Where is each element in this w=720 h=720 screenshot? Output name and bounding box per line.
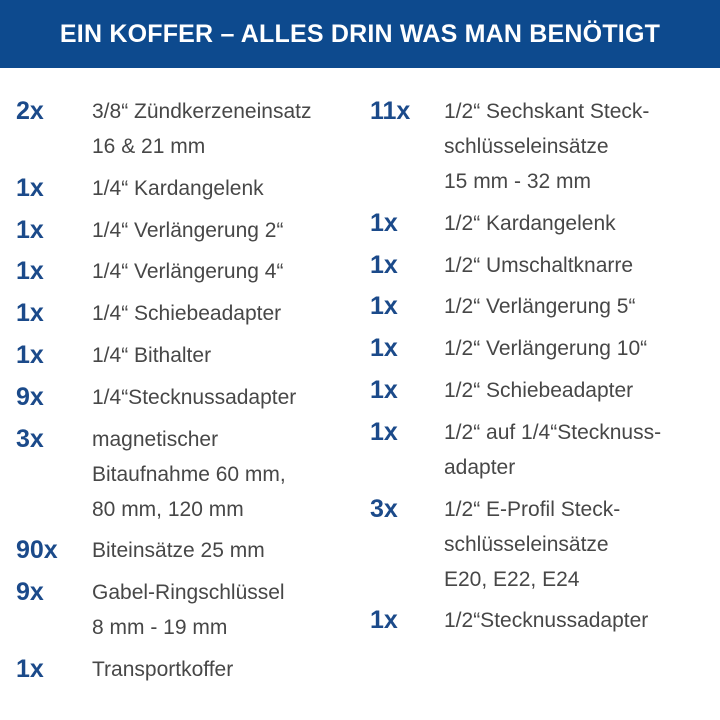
item: 1x Transportkoffer — [16, 652, 356, 687]
description-line: magnetischer — [92, 427, 219, 451]
description-line: adapter — [444, 455, 516, 479]
description: 3/8“ Zündkerzeneinsatz 16 & 21 mm — [92, 94, 311, 164]
quantity: 1x — [370, 375, 398, 404]
description-line: 1/2“ auf 1/4“Stecknuss- — [444, 420, 662, 444]
item: 11x 1/2“ Sechskant Steck-schlüsseleinsätz… — [370, 94, 710, 199]
item: 1x 1/4“ Verlängerung 2“ — [16, 213, 356, 248]
description-line: Transportkoffer — [92, 657, 234, 681]
item: 1x 1/2“ Umschaltknarre — [370, 248, 710, 283]
description: 1/4“Stecknussadapter — [92, 380, 296, 415]
item: 1x 1/2“Stecknussadapter — [370, 603, 710, 638]
item: 9x Gabel-Ringschlüssel 8 mm - 19 mm — [16, 575, 356, 645]
description-line: schlüsseleinsätze — [444, 135, 609, 158]
item: 1x 1/2“ Schiebeadapter — [370, 373, 710, 408]
description: 1/4“ Verlängerung 2“ — [92, 213, 283, 248]
item: 2x 3/8“ Zündkerzeneinsatz 16 & 21 mm — [16, 94, 356, 164]
item: 1x 1/2“ Verlängerung 5“ — [370, 289, 710, 324]
description: magnetischer Bitaufnahme 60 mm, 80 mm, 120… — [92, 422, 286, 527]
quantity: 3x — [16, 424, 44, 453]
item: 1x 1/4“ Verlängerung 4“ — [16, 254, 356, 289]
description: Gabel-Ringschlüssel 8 mm - 19 mm — [92, 575, 285, 645]
description: 1/2“Stecknussadapter — [444, 603, 648, 638]
quantity: 1x — [370, 334, 398, 363]
description-line: E20, E22, E24 — [444, 567, 580, 591]
description-line: 1/2“ Umschaltknarre — [444, 253, 634, 277]
description-line: 1/4“ Verlängerung 2“ — [92, 218, 284, 242]
description-line: 1/4“ Bithalter — [92, 343, 212, 367]
description-line: 1/2“ Kardangelenk — [444, 211, 616, 235]
description-line: 1/4“ Kardangelenk — [92, 176, 264, 200]
description: Transportkoffer — [92, 652, 233, 687]
quantity: 1x — [370, 417, 398, 446]
description-line: 15 mm - 32 mm — [444, 170, 592, 193]
item: 90x Biteinsätze 25 mm — [16, 533, 356, 568]
quantity: 1x — [370, 250, 398, 279]
description: 1/4“ Schiebeadapter — [92, 296, 281, 331]
quantity: 11x — [370, 97, 411, 125]
description-line: Gabel-Ringschlüssel — [92, 581, 285, 605]
column: 11x 1/2“ Sechskant Steck-schlüsseleinsätz… — [370, 94, 710, 645]
description-line: 1/2“ Sechskant Steck- — [444, 100, 650, 123]
quantity: 1x — [370, 606, 398, 635]
description-line: Bitaufnahme 60 mm, — [92, 462, 286, 486]
item: 1x 1/4“ Kardangelenk — [16, 171, 356, 206]
quantity: 90x — [16, 536, 58, 565]
quantity: 9x — [16, 382, 44, 411]
quantity: 1x — [16, 173, 44, 202]
description-line: 1/2“ Verlängerung 5“ — [444, 295, 636, 319]
quantity: 1x — [16, 654, 44, 683]
description: 1/2“ Sechskant Steck-schlüsseleinsätze 15… — [444, 94, 649, 199]
item: 1x 1/2“ Verlängerung 10“ — [370, 331, 710, 366]
quantity: 3x — [370, 494, 398, 523]
item: 1x 1/2“ auf 1/4“Stecknuss-adapter — [370, 415, 710, 485]
description: 1/2“ Umschaltknarre — [444, 248, 633, 283]
description: 1/4“ Kardangelenk — [92, 171, 264, 206]
description-line: 80 mm, 120 mm — [92, 497, 244, 521]
description-line: 1/2“ Schiebeadapter — [444, 378, 634, 402]
description-line: 1/2“Stecknussadapter — [444, 609, 649, 633]
quantity: 1x — [16, 299, 44, 328]
description-line: schlüsseleinsätze — [444, 532, 609, 556]
quantity: 1x — [16, 340, 44, 369]
quantity: 1x — [16, 257, 44, 286]
description-line: 1/2“ E-Profil Steck- — [444, 497, 621, 521]
description: 1/2“ Kardangelenk — [444, 206, 616, 241]
description: 1/2“ Verlängerung 5“ — [444, 289, 635, 324]
description: 1/2“ Schiebeadapter — [444, 373, 633, 408]
item: 1x 1/2“ Kardangelenk — [370, 206, 710, 241]
quantity: 9x — [16, 578, 44, 607]
item: 9x 1/4“Stecknussadapter — [16, 380, 356, 415]
description-line: 1/4“ Schiebeadapter — [92, 302, 282, 326]
header-title: EIN KOFFER – ALLES DRIN WAS MAN BENÖTIGT — [0, 0, 720, 68]
description-line: Biteinsätze 25 mm — [92, 539, 265, 563]
item: 1x 1/4“ Bithalter — [16, 338, 356, 373]
description-line: 16 & 21 mm — [92, 135, 206, 158]
column: 2x 3/8“ Zündkerzeneinsatz 16 & 21 mm 1x 1/4“… — [16, 94, 356, 694]
quantity: 1x — [16, 215, 44, 244]
description-line: 3/8“ Zündkerzeneinsatz — [92, 100, 312, 123]
description: 1/2“ auf 1/4“Stecknuss-adapter — [444, 415, 661, 485]
description: 1/2“ E-Profil Steck-schlüsseleinsätze E20… — [444, 492, 620, 597]
description-line: 1/2“ Verlängerung 10“ — [444, 337, 648, 361]
quantity: 1x — [370, 292, 398, 321]
description-line: 1/4“ Verlängerung 4“ — [92, 260, 284, 284]
description: 1/2“ Verlängerung 10“ — [444, 331, 647, 366]
description-line: 8 mm - 19 mm — [92, 616, 228, 640]
description-line: 1/4“Stecknussadapter — [92, 385, 297, 409]
quantity: 1x — [370, 208, 398, 237]
item: 3x 1/2“ E-Profil Steck-schlüsseleinsätze E… — [370, 492, 710, 597]
description: 1/4“ Bithalter — [92, 338, 211, 373]
description: 1/4“ Verlängerung 4“ — [92, 254, 283, 289]
description: Biteinsätze 25 mm — [92, 533, 265, 568]
quantity: 2x — [16, 97, 44, 125]
item: 3x magnetischer Bitaufnahme 60 mm, 80 mm, 1… — [16, 422, 356, 527]
item: 1x 1/4“ Schiebeadapter — [16, 296, 356, 331]
